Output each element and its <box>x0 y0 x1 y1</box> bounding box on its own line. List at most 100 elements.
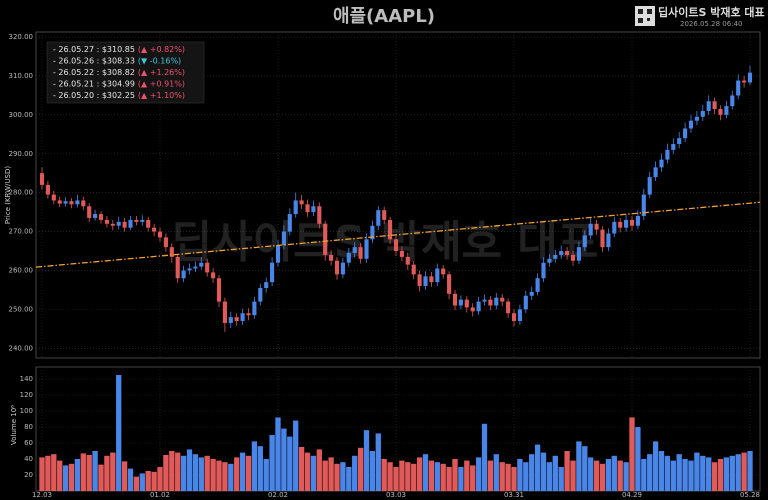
candle-body <box>612 221 617 234</box>
y-tick-label: 320.00 <box>9 33 34 41</box>
volume-bar <box>192 454 199 491</box>
volume-bar <box>363 430 370 491</box>
volume-bar <box>334 463 340 491</box>
candle-body <box>447 274 452 294</box>
volume-bar <box>747 451 753 491</box>
candle-body <box>388 219 393 240</box>
x-tick-label: 01.02 <box>150 491 170 499</box>
candle-body <box>399 251 404 257</box>
candle-body <box>659 159 664 168</box>
volume-axis-label: Volume 10⁶ <box>10 405 18 445</box>
volume-tick-label: 140 <box>20 375 33 383</box>
volume-bar <box>116 375 122 491</box>
volume-bar <box>446 467 452 491</box>
volume-bar <box>293 420 299 491</box>
y-tick-label: 280.00 <box>9 189 34 197</box>
qr-cell <box>647 9 652 14</box>
candle-body <box>275 245 281 263</box>
volume-bar <box>80 453 86 491</box>
candle-body <box>624 219 629 228</box>
candle-body <box>553 254 558 259</box>
candle-body <box>494 297 499 306</box>
candle-body <box>51 194 56 201</box>
volume-bar <box>104 455 110 491</box>
candle-body <box>175 256 180 279</box>
candle-body <box>270 262 275 283</box>
candle-body <box>334 260 340 275</box>
volume-bar <box>546 462 553 491</box>
candle-body <box>169 247 174 257</box>
volume-bar <box>322 460 328 491</box>
candle-body <box>216 278 222 302</box>
volume-bar <box>251 441 258 491</box>
volume-bar <box>51 454 57 491</box>
candle-body <box>730 95 735 107</box>
volume-bar <box>239 452 246 491</box>
candle-body <box>694 116 699 121</box>
candle-body <box>163 237 168 248</box>
candle-body <box>411 264 416 275</box>
candle-body <box>181 270 186 279</box>
candle-body <box>600 229 605 248</box>
legend-label: - 26.05.20 : $302.25 <box>53 91 135 100</box>
volume-bar <box>723 457 730 491</box>
legend-change: (▲ +1.10%) <box>138 91 185 100</box>
volume-tick-label: 40 <box>24 455 33 463</box>
volume-bar <box>222 462 228 491</box>
candle-body <box>523 295 528 310</box>
candle-body <box>122 221 127 228</box>
brand-badge: 딥사이트S 박재호 대표 2026.05.28 06:40 <box>635 5 765 28</box>
volume-bar <box>234 457 240 491</box>
candle-body <box>193 266 198 269</box>
candle-body <box>683 128 688 139</box>
candle-body <box>458 299 463 306</box>
candle-body <box>665 149 670 160</box>
candle-body <box>423 276 428 287</box>
candle-body <box>565 251 570 255</box>
candle-body <box>747 72 753 83</box>
volume-bar <box>127 468 134 491</box>
candle-body <box>81 200 86 207</box>
candle-body <box>641 194 646 217</box>
candle-body <box>482 299 487 302</box>
volume-bar <box>658 451 665 491</box>
volume-bar <box>381 459 387 491</box>
candle-body <box>529 291 534 296</box>
y-tick-label: 240.00 <box>9 344 34 352</box>
candle-body <box>234 317 239 322</box>
candle-body <box>299 200 304 205</box>
candle-body <box>429 276 434 283</box>
candle-body <box>736 80 741 96</box>
candle-body <box>258 287 263 302</box>
candle-body <box>264 282 269 288</box>
candle-body <box>98 214 104 220</box>
candle-body <box>39 173 45 185</box>
volume-bar <box>340 462 346 491</box>
candle-body <box>582 235 587 248</box>
volume-bar <box>558 467 564 491</box>
candle-body <box>205 262 210 273</box>
candle-body <box>653 167 658 178</box>
candle-body <box>116 221 121 226</box>
candle-body <box>75 200 80 205</box>
volume-tick-label: 120 <box>20 391 33 399</box>
candle-body <box>199 262 204 267</box>
candle-body <box>252 301 257 316</box>
volume-bar <box>717 459 724 491</box>
x-tick-label: 05.28 <box>740 491 760 499</box>
volume-bar <box>198 457 204 491</box>
volume-bar <box>511 467 517 491</box>
candle-body <box>588 223 593 236</box>
candle-body <box>647 177 652 195</box>
volume-bar <box>133 476 140 491</box>
candle-body <box>110 223 115 226</box>
volume-bar <box>458 467 464 491</box>
volume-bar <box>393 467 399 491</box>
candle-body <box>240 313 245 322</box>
candle-body <box>246 313 251 316</box>
volume-bar <box>74 459 81 491</box>
candle-body <box>329 254 334 261</box>
y-tick-label: 300.00 <box>9 111 34 119</box>
volume-bar <box>682 459 688 491</box>
volume-tick-label: 100 <box>20 407 33 415</box>
